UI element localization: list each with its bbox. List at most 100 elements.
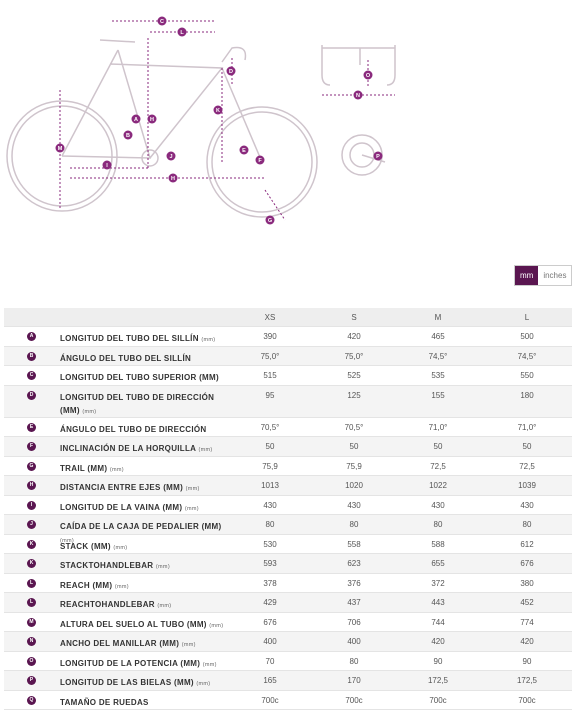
row-label: LONGITUD DE LA VAINA (MM) (mm) xyxy=(60,501,230,516)
cell-value: 50 xyxy=(240,442,300,451)
cell-value: 72,5 xyxy=(408,462,468,471)
cell-value: 125 xyxy=(324,391,384,400)
diagram-label: D xyxy=(229,69,233,75)
cell-value: 700c xyxy=(240,696,300,705)
cell-value: 430 xyxy=(497,501,557,510)
row-label: LONGITUD DEL TUBO DE DIRECCIÓN (MM) (mm) xyxy=(60,391,230,419)
cell-value: 390 xyxy=(240,332,300,341)
label-unit: (mm) xyxy=(186,486,200,492)
cell-value: 430 xyxy=(240,501,300,510)
cell-value: 70,5° xyxy=(240,423,300,432)
cell-value: 170 xyxy=(324,676,384,685)
cell-value: 700c xyxy=(497,696,557,705)
cell-value: 429 xyxy=(240,598,300,607)
row-label: LONGITUD DEL TUBO DEL SILLÍN (mm) xyxy=(60,332,230,347)
row-badge: L xyxy=(27,598,36,607)
label-text: LONGITUD DEL TUBO DEL SILLÍN xyxy=(60,334,199,343)
row-badge: G xyxy=(27,462,36,471)
row-badge: O xyxy=(27,657,36,666)
cell-value: 75,9 xyxy=(240,462,300,471)
table-row: F INCLINACIÓN DE LA HORQUILLA (mm) 50 50 50 5… xyxy=(4,437,572,457)
cell-value: 50 xyxy=(324,442,384,451)
diagram-label: K xyxy=(216,108,220,114)
cell-value: 437 xyxy=(324,598,384,607)
cell-value: 1039 xyxy=(497,481,557,490)
cell-value: 90 xyxy=(408,657,468,666)
cell-value: 75,0° xyxy=(240,352,300,361)
cell-value: 80 xyxy=(240,520,300,529)
cell-value: 155 xyxy=(408,391,468,400)
diagram-label: M xyxy=(58,146,63,152)
label-text: TAMAÑO DE RUEDAS xyxy=(60,698,149,707)
label-unit: (mm) xyxy=(201,337,215,343)
label-text: ALTURA DEL SUELO AL TUBO (MM) xyxy=(60,620,207,629)
row-label: STACK (MM) (mm) xyxy=(60,540,230,555)
diagram-label: H xyxy=(171,176,175,182)
label-unit: (mm) xyxy=(203,662,217,668)
row-label: ÁNGULO DEL TUBO DEL SILLÍN xyxy=(60,352,230,365)
cell-value: 80 xyxy=(324,520,384,529)
unit-option[interactable]: inches xyxy=(538,266,571,285)
diagram-label: A xyxy=(134,117,138,123)
row-badge: J xyxy=(27,520,36,529)
label-text: LONGITUD DEL TUBO SUPERIOR (MM) xyxy=(60,373,219,382)
row-badge: H xyxy=(27,481,36,490)
cell-value: 430 xyxy=(324,501,384,510)
cell-value: 90 xyxy=(497,657,557,666)
cell-value: 50 xyxy=(497,442,557,451)
cell-value: 376 xyxy=(324,579,384,588)
cell-value: 612 xyxy=(497,540,557,549)
unit-option[interactable]: mm xyxy=(515,266,538,285)
row-label: TAMAÑO DE RUEDAS xyxy=(60,696,230,709)
label-text: REACH (MM) xyxy=(60,581,112,590)
cell-value: 430 xyxy=(408,501,468,510)
row-label: INCLINACIÓN DE LA HORQUILLA (mm) xyxy=(60,442,230,457)
cell-value: 372 xyxy=(408,579,468,588)
label-unit: (mm) xyxy=(185,506,199,512)
label-unit: (mm) xyxy=(115,584,129,590)
cell-value: 588 xyxy=(408,540,468,549)
cell-value: 465 xyxy=(408,332,468,341)
row-badge: Q xyxy=(27,696,36,705)
cell-value: 500 xyxy=(497,332,557,341)
row-badge: D xyxy=(27,391,36,400)
cell-value: 1013 xyxy=(240,481,300,490)
row-badge: C xyxy=(27,371,36,380)
label-text: ANCHO DEL MANILLAR (MM) xyxy=(60,639,179,648)
column-header: XS xyxy=(240,313,300,322)
diagram-label: N xyxy=(356,93,360,99)
cell-value: 71,0° xyxy=(497,423,557,432)
row-label: DISTANCIA ENTRE EJES (MM) (mm) xyxy=(60,481,230,496)
bike-drawing xyxy=(7,40,395,217)
label-unit: (mm) xyxy=(110,467,124,473)
cell-value: 70 xyxy=(240,657,300,666)
cell-value: 80 xyxy=(497,520,557,529)
row-badge: N xyxy=(27,637,36,646)
cell-value: 700c xyxy=(324,696,384,705)
cell-value: 676 xyxy=(497,559,557,568)
label-text: LONGITUD DE LA VAINA (MM) xyxy=(60,503,182,512)
label-text: LONGITUD DE LAS BIELAS (MM) xyxy=(60,678,194,687)
cell-value: 75,0° xyxy=(324,352,384,361)
label-text: STACK (MM) xyxy=(60,542,111,551)
cell-value: 550 xyxy=(497,371,557,380)
row-badge: F xyxy=(27,442,36,451)
cell-value: 50 xyxy=(408,442,468,451)
label-text: ÁNGULO DEL TUBO DE DIRECCIÓN xyxy=(60,425,206,434)
cell-value: 452 xyxy=(497,598,557,607)
table-row: D LONGITUD DEL TUBO DE DIRECCIÓN (MM) (mm… xyxy=(4,386,572,418)
diagram-label: H xyxy=(150,117,154,123)
row-label: REACHTOHANDLEBAR (mm) xyxy=(60,598,230,613)
column-header: M xyxy=(408,313,468,322)
cell-value: 95 xyxy=(240,391,300,400)
column-header: S xyxy=(324,313,384,322)
row-badge: K xyxy=(27,559,36,568)
cell-value: 165 xyxy=(240,676,300,685)
cell-value: 172,5 xyxy=(497,676,557,685)
